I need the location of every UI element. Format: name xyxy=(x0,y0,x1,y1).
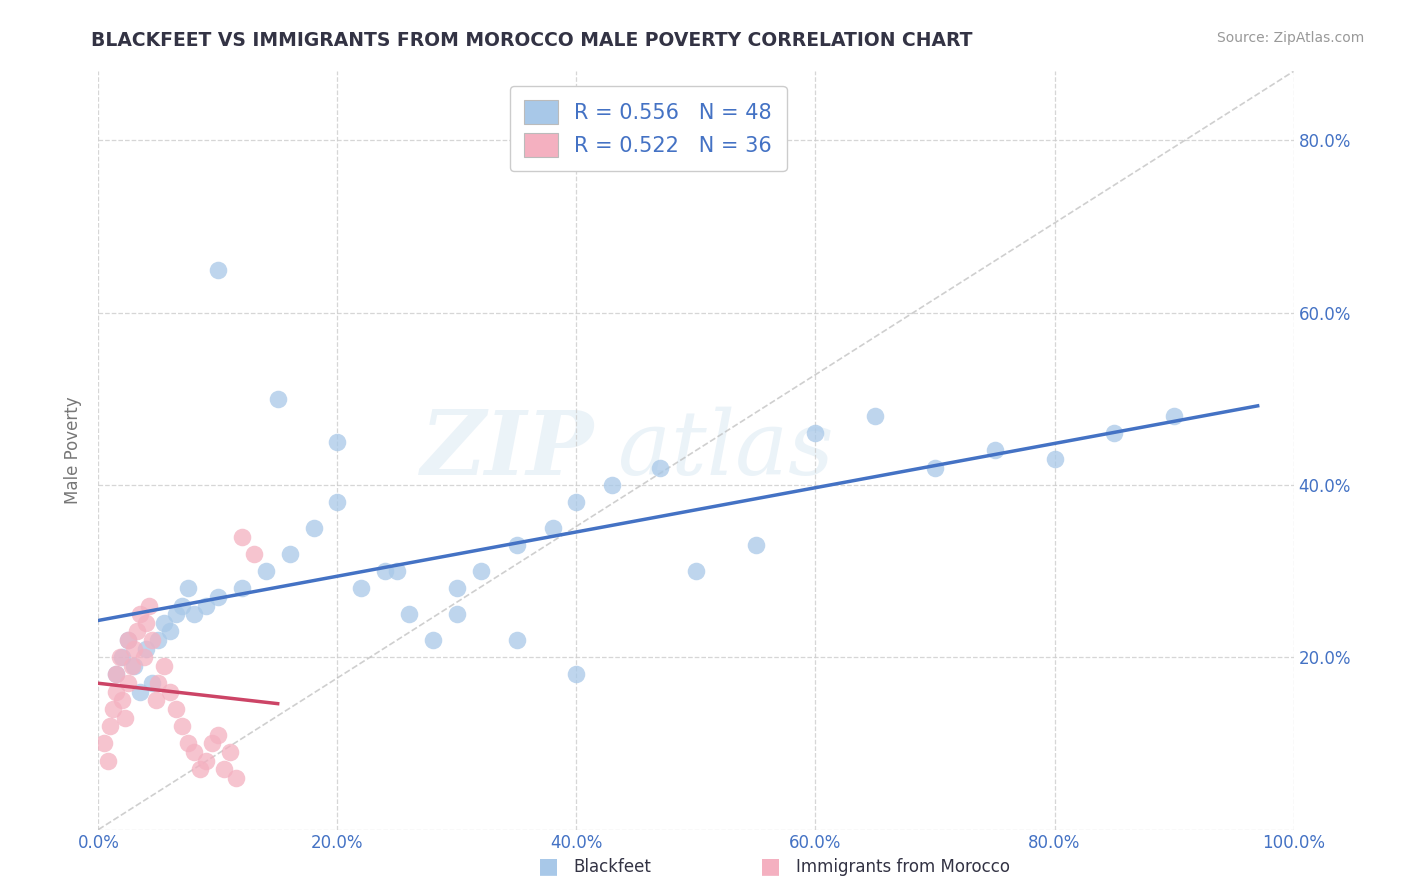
Point xyxy=(470,564,492,578)
Point xyxy=(117,676,139,690)
Point xyxy=(506,633,529,648)
Legend: R = 0.556   N = 48, R = 0.522   N = 36: R = 0.556 N = 48, R = 0.522 N = 36 xyxy=(510,86,786,171)
Point xyxy=(153,615,176,630)
Point xyxy=(124,658,146,673)
Point xyxy=(93,736,115,750)
Point xyxy=(231,530,253,544)
Point xyxy=(172,719,194,733)
Point xyxy=(145,693,167,707)
Point xyxy=(804,426,827,441)
Point xyxy=(506,538,529,552)
Point xyxy=(254,564,277,578)
Point xyxy=(159,684,181,698)
Point xyxy=(267,392,290,406)
Point xyxy=(108,650,131,665)
Point xyxy=(984,443,1007,458)
Point xyxy=(141,633,163,648)
Point xyxy=(207,728,229,742)
Point xyxy=(177,582,200,596)
Point xyxy=(105,667,128,681)
Point xyxy=(565,667,588,681)
Point xyxy=(302,521,325,535)
Point xyxy=(165,702,187,716)
Point xyxy=(141,676,163,690)
Text: ■: ■ xyxy=(538,856,558,876)
Point xyxy=(446,582,468,596)
Point xyxy=(159,624,181,639)
Point xyxy=(374,564,396,578)
Point xyxy=(385,564,409,578)
Point xyxy=(138,599,160,613)
Point xyxy=(125,624,148,639)
Point xyxy=(97,754,120,768)
Point xyxy=(924,460,946,475)
Point xyxy=(195,754,218,768)
Point xyxy=(1163,409,1185,423)
Point xyxy=(278,547,301,561)
Point xyxy=(132,650,155,665)
Point xyxy=(225,771,247,785)
Point xyxy=(148,676,170,690)
Point xyxy=(685,564,707,578)
Point xyxy=(565,495,588,509)
Point xyxy=(446,607,468,622)
Point xyxy=(865,409,887,423)
Point xyxy=(177,736,200,750)
Y-axis label: Male Poverty: Male Poverty xyxy=(65,397,83,504)
Point xyxy=(201,736,224,750)
Point xyxy=(101,702,124,716)
Text: Immigrants from Morocco: Immigrants from Morocco xyxy=(796,858,1010,876)
Point xyxy=(398,607,420,622)
Point xyxy=(111,693,134,707)
Point xyxy=(326,495,349,509)
Point xyxy=(1104,426,1126,441)
Point xyxy=(183,607,205,622)
Point xyxy=(117,633,139,648)
Point xyxy=(219,745,242,759)
Point xyxy=(121,658,143,673)
Point xyxy=(195,599,218,613)
Point xyxy=(129,607,152,622)
Point xyxy=(129,684,152,698)
Point xyxy=(1043,452,1066,467)
Point xyxy=(648,460,672,475)
Point xyxy=(172,599,194,613)
Text: ■: ■ xyxy=(761,856,780,876)
Point xyxy=(135,615,157,630)
Point xyxy=(98,719,122,733)
Point xyxy=(111,650,134,665)
Point xyxy=(541,521,564,535)
Point xyxy=(212,762,235,776)
Point xyxy=(602,478,624,492)
Point xyxy=(207,590,229,604)
Point xyxy=(165,607,187,622)
Text: Blackfeet: Blackfeet xyxy=(574,858,651,876)
Point xyxy=(745,538,768,552)
Point xyxy=(105,667,128,681)
Point xyxy=(105,684,128,698)
Point xyxy=(124,641,146,656)
Point xyxy=(207,262,229,277)
Point xyxy=(183,745,205,759)
Point xyxy=(135,641,157,656)
Text: BLACKFEET VS IMMIGRANTS FROM MOROCCO MALE POVERTY CORRELATION CHART: BLACKFEET VS IMMIGRANTS FROM MOROCCO MAL… xyxy=(91,31,973,50)
Text: Source: ZipAtlas.com: Source: ZipAtlas.com xyxy=(1216,31,1364,45)
Point xyxy=(243,547,266,561)
Point xyxy=(153,658,176,673)
Text: ZIP: ZIP xyxy=(420,408,595,493)
Point xyxy=(148,633,170,648)
Point xyxy=(117,633,139,648)
Point xyxy=(326,434,349,449)
Point xyxy=(422,633,444,648)
Point xyxy=(114,710,136,724)
Point xyxy=(350,582,373,596)
Text: atlas: atlas xyxy=(619,407,834,494)
Point xyxy=(231,582,253,596)
Point xyxy=(188,762,211,776)
